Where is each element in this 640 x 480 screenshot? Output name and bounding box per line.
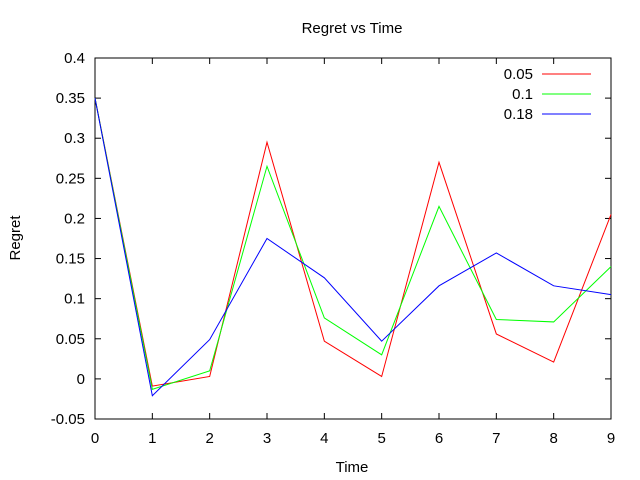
x-axis-label: Time <box>336 459 369 476</box>
series-lines <box>94 98 612 397</box>
x-tick-label: 7 <box>492 430 500 447</box>
x-tick-label: 4 <box>320 430 328 447</box>
y-tick-label: 0.15 <box>56 251 85 268</box>
y-tick-label: -0.05 <box>51 411 85 428</box>
plot-frame <box>94 57 612 420</box>
y-tick-label: 0 <box>77 371 85 388</box>
y-tick-label: 0.1 <box>64 291 85 308</box>
legend: 0.05 0.1 0.18 <box>504 66 591 123</box>
y-tick-label: 0.2 <box>64 210 85 227</box>
y-axis-label: Regret <box>7 215 24 261</box>
series-line-2 <box>94 98 612 397</box>
x-tick-label: 5 <box>377 430 385 447</box>
y-tick-label: 0.4 <box>64 50 85 67</box>
series-line-1 <box>94 98 612 390</box>
y-tick-label: 0.25 <box>56 170 85 187</box>
y-tick-label: 0.3 <box>64 130 85 147</box>
y-tick-label: 0.35 <box>56 90 85 107</box>
x-tick-label: 3 <box>263 430 271 447</box>
y-tick-label: 0.05 <box>56 331 85 348</box>
axis-ticks <box>94 57 612 420</box>
legend-label: 0.1 <box>512 86 533 103</box>
x-tick-label: 0 <box>91 430 99 447</box>
series-line-0 <box>94 98 612 387</box>
tick-labels: 0 1 2 3 4 5 6 7 8 9 -0.05 0 0.05 0.1 0.15 0.2 0.25 0.3 0.3… <box>51 50 615 447</box>
x-tick-label: 6 <box>435 430 443 447</box>
x-tick-label: 9 <box>607 430 615 447</box>
x-tick-label: 2 <box>205 430 213 447</box>
legend-label: 0.05 <box>504 66 533 83</box>
chart-title: Regret vs Time <box>302 20 403 37</box>
x-tick-label: 8 <box>549 430 557 447</box>
x-tick-label: 1 <box>148 430 156 447</box>
legend-label: 0.18 <box>504 106 533 123</box>
